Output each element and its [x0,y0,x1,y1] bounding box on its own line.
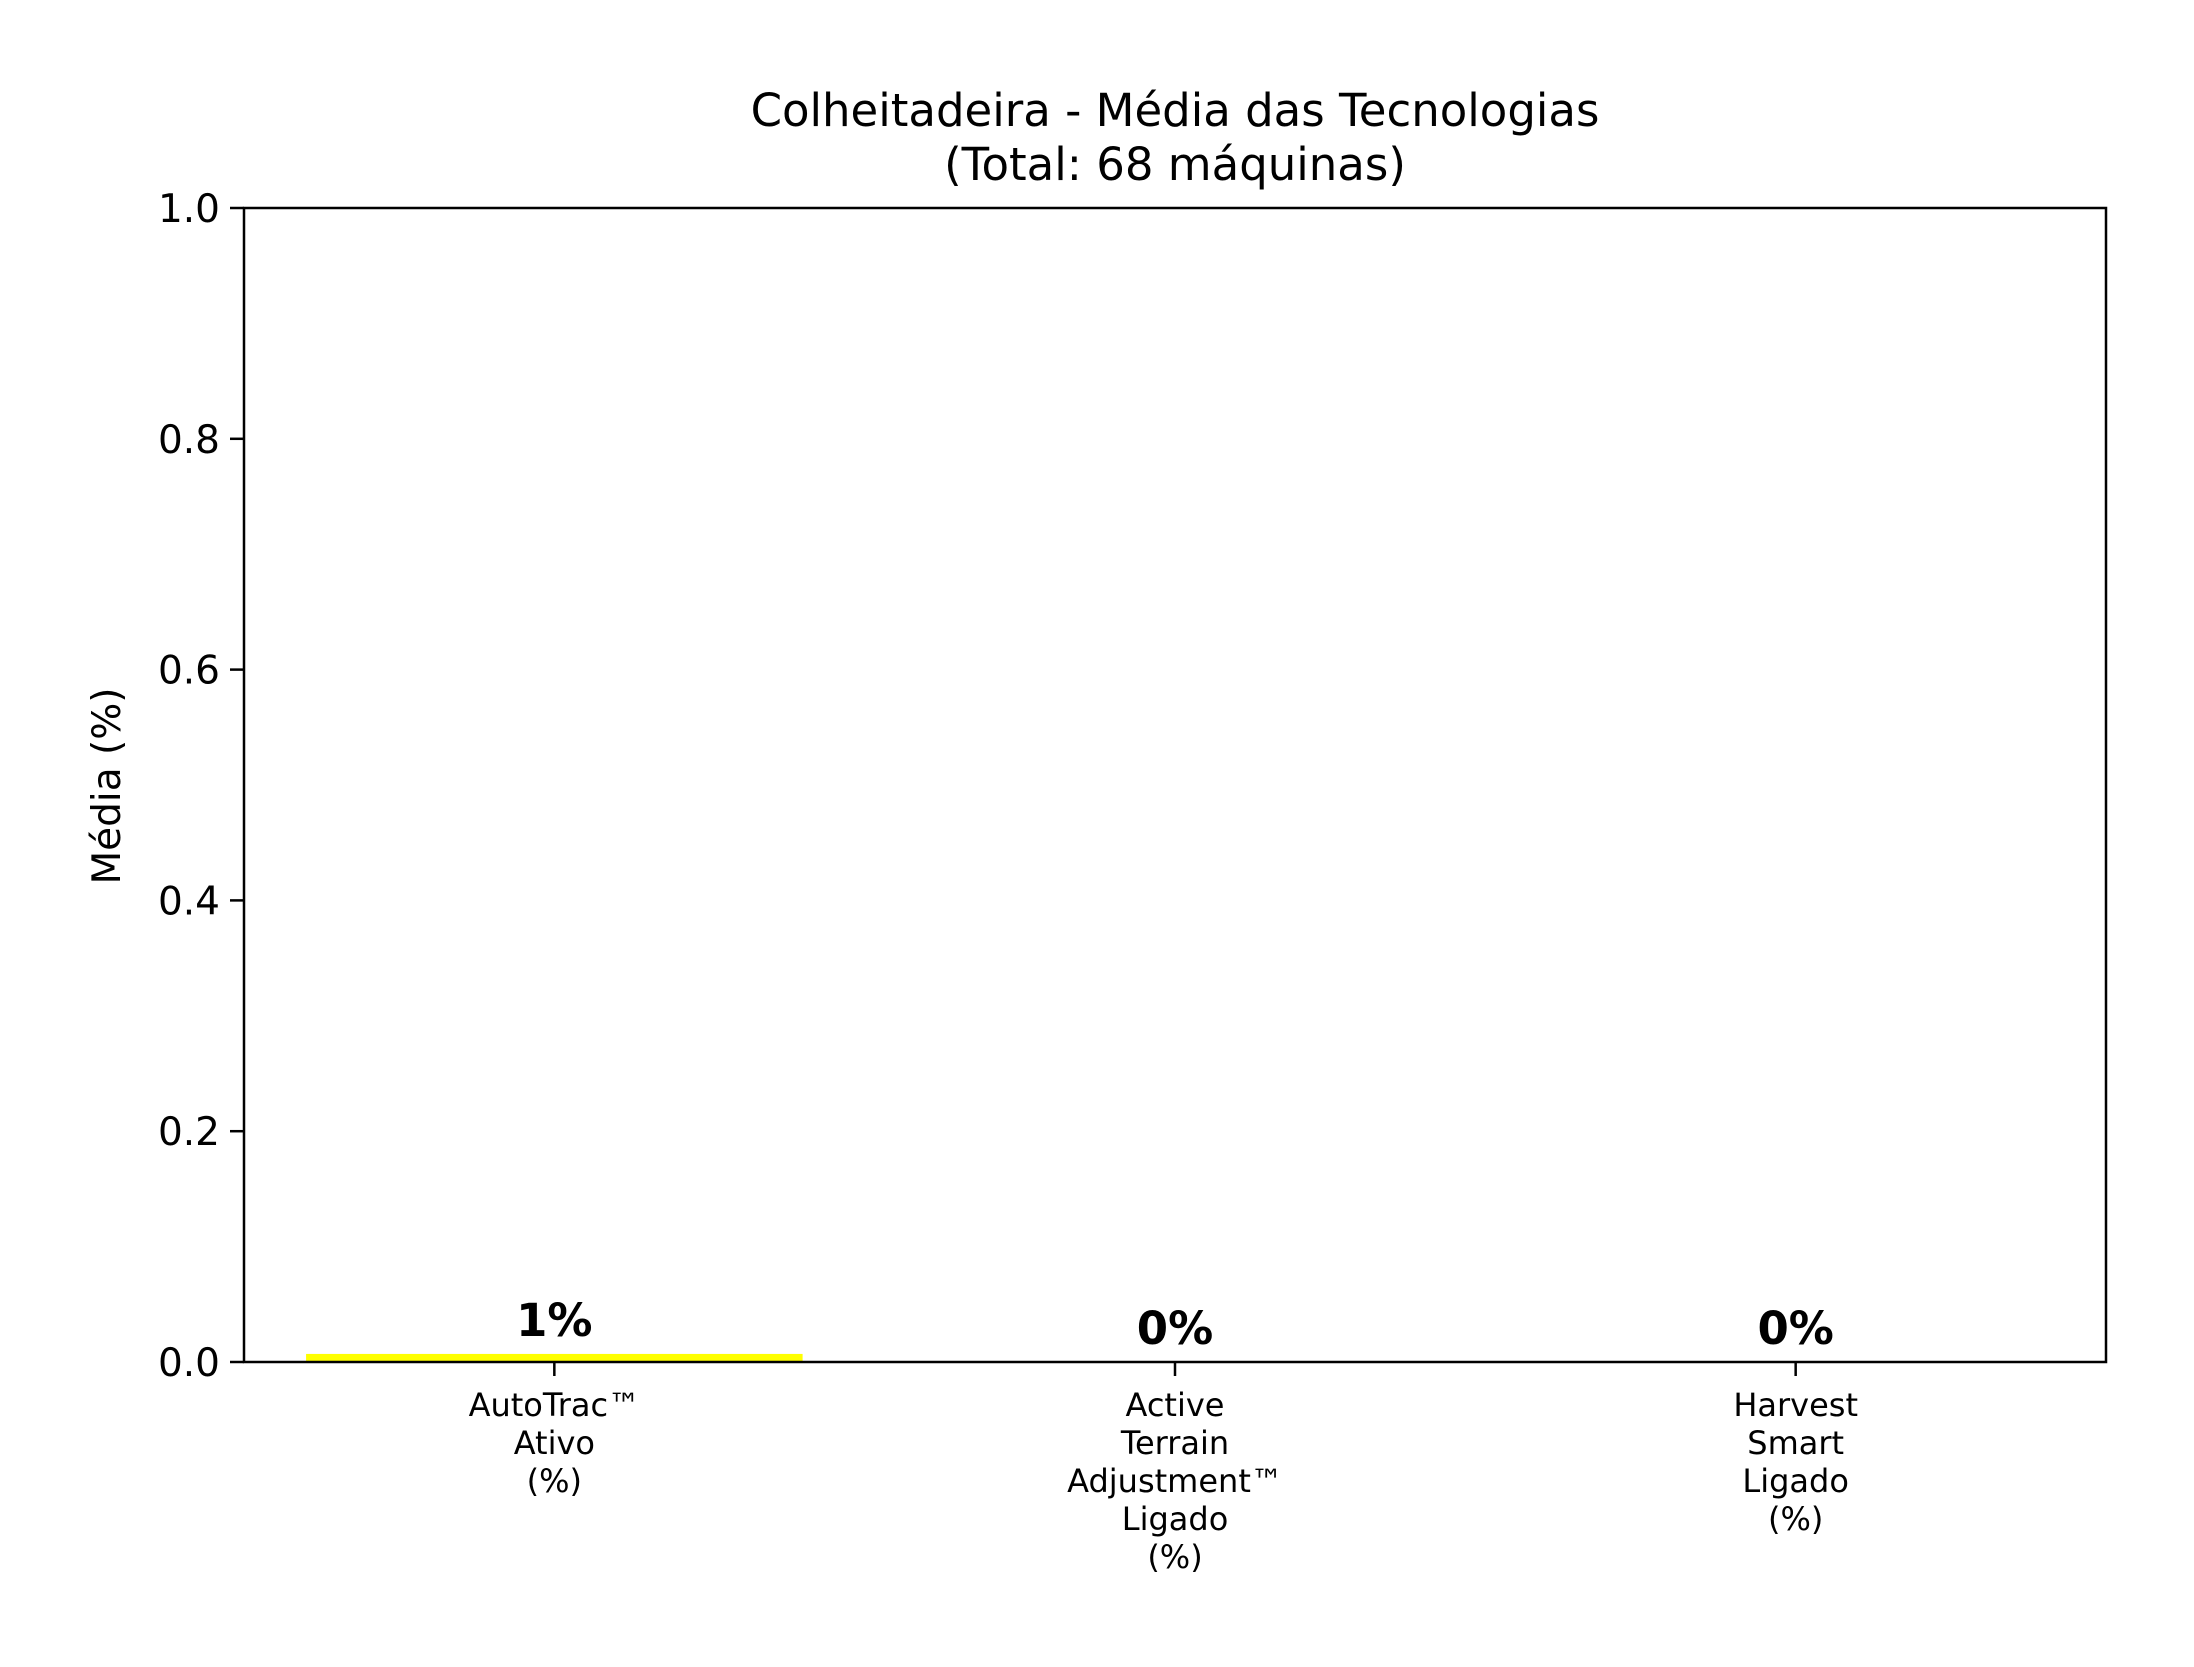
x-tick-label: Smart [1747,1424,1844,1462]
chart-title-line-2: (Total: 68 máquinas) [944,138,1406,191]
x-tick-label: Active [1126,1386,1225,1424]
bar-value-label: 0% [1137,1302,1213,1355]
x-tick-label: (%) [527,1462,582,1500]
x-tick-label: Harvest [1733,1386,1858,1424]
y-axis-label: Média (%) [85,687,130,884]
y-tick-label: 0.8 [158,418,220,463]
y-tick-label: 0.2 [158,1110,220,1155]
x-tick-label: AutoTrac™ [469,1386,641,1424]
x-tick-label: Ligado [1742,1462,1849,1500]
y-tick-label: 0.0 [158,1341,220,1386]
y-tick-label: 0.4 [158,879,220,924]
value-labels: 1% 0% 0% [516,1294,1834,1355]
x-tick-label: Ligado [1122,1500,1229,1538]
y-tick-label: 0.6 [158,649,220,694]
y-tick-label: 1.0 [158,187,220,232]
chart-title-line-1: Colheitadeira - Média das Tecnologias [751,84,1600,137]
bar-value-label: 0% [1757,1302,1833,1355]
bars-layer [306,1353,803,1362]
plot-frame [242,206,2108,1364]
bar [306,1353,803,1362]
x-ticks: AutoTrac™Ativo(%)ActiveTerrainAdjustment… [469,1362,1858,1576]
x-tick-label: Adjustment™ [1067,1462,1283,1500]
x-tick-label: (%) [1768,1500,1823,1538]
x-tick-label: Terrain [1120,1424,1229,1462]
bar-value-label: 1% [516,1294,592,1347]
y-ticks: 0.0 0.2 0.4 0.6 0.8 1.0 [158,187,244,1386]
x-tick-label: Ativo [514,1424,595,1462]
x-tick-label: (%) [1147,1538,1202,1576]
